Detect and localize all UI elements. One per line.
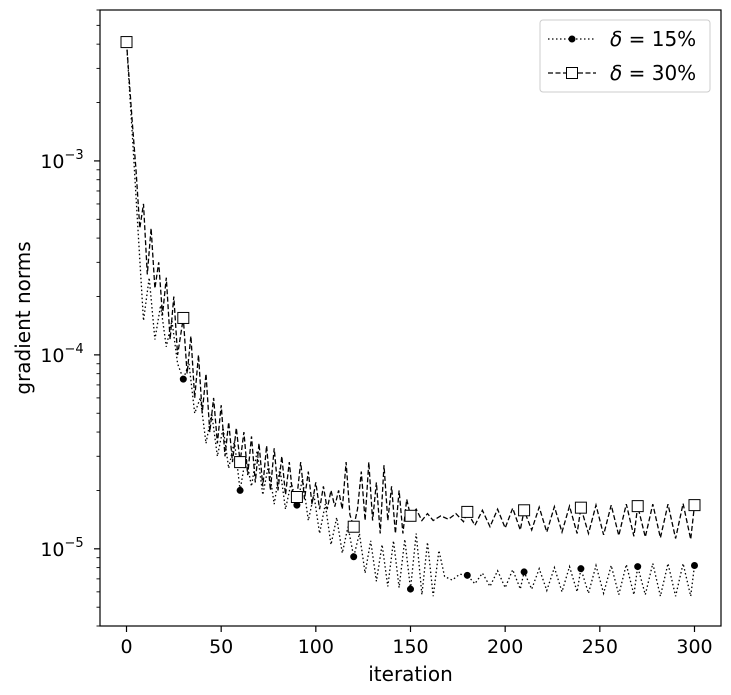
series-2	[120, 36, 701, 540]
y-tick-label: 10−3	[40, 148, 83, 173]
x-tick-label: 50	[209, 636, 233, 658]
series-line	[125, 42, 696, 540]
series-layer	[120, 36, 701, 597]
data-point	[350, 553, 358, 561]
data-point	[634, 563, 642, 571]
axes-layer: 0 50 100 150 200 250 300 10−5 10−4 10−3	[40, 9, 713, 658]
y-axis-label: gradient norms	[11, 241, 35, 394]
data-point	[236, 486, 244, 494]
data-point	[568, 35, 576, 43]
data-point	[574, 501, 587, 514]
plot-area-background	[100, 10, 721, 626]
data-point	[631, 500, 644, 513]
legend-entry: δ = 30%	[548, 61, 696, 85]
data-point	[566, 67, 578, 79]
y-tick-label: 10−5	[40, 536, 83, 561]
data-point	[404, 509, 417, 522]
data-point	[688, 499, 701, 512]
data-point	[407, 585, 414, 593]
legend-box	[539, 19, 711, 93]
x-tick-label: 150	[392, 636, 428, 658]
x-tick-label: 100	[298, 636, 334, 658]
x-tick-label: 200	[487, 636, 523, 658]
data-point	[290, 491, 303, 504]
data-point	[120, 36, 133, 49]
plot-frame	[99, 9, 722, 627]
legend-entry: δ = 15%	[548, 27, 696, 51]
data-point	[179, 375, 187, 383]
data-point	[463, 571, 471, 579]
x-tick-label: 300	[676, 636, 712, 658]
data-point	[577, 565, 585, 573]
x-axis-label: iteration	[368, 662, 453, 686]
legend-label: δ = 15%	[610, 27, 696, 51]
legend: δ = 15% δ = 30%	[539, 19, 711, 93]
data-point	[518, 504, 531, 517]
legend-label: δ = 30%	[610, 61, 696, 85]
data-point	[347, 520, 360, 533]
data-point	[293, 501, 301, 509]
data-point	[177, 311, 190, 324]
data-point	[690, 562, 698, 570]
series-1	[123, 38, 698, 597]
data-point	[234, 456, 247, 469]
x-tick-label: 0	[120, 636, 132, 658]
x-tick-label: 250	[582, 636, 618, 658]
data-point	[461, 505, 474, 518]
y-tick-label: 10−4	[40, 342, 83, 367]
data-point	[520, 568, 528, 576]
